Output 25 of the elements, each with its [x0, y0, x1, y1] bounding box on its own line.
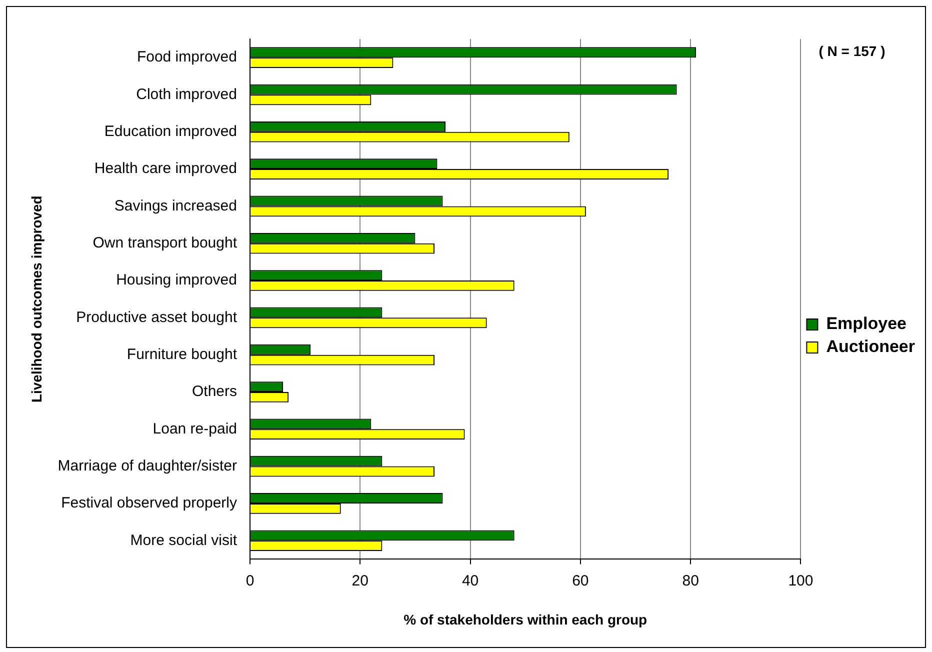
y-tick-label: Festival observed properly: [61, 494, 238, 512]
y-tick-label: Marriage of daughter/sister: [58, 457, 237, 474]
x-tick-label: 40: [462, 572, 479, 590]
y-tick-label: Others: [192, 383, 237, 400]
y-tick-label: Cloth improved: [136, 86, 237, 103]
y-tick-label: Housing improved: [116, 272, 237, 289]
y-tick-label: Own transport bought: [92, 234, 238, 252]
legend-label: Auctioneer: [826, 337, 916, 356]
x-axis-title: % of stakeholders within each group: [404, 611, 648, 628]
x-tick-label: 20: [352, 572, 368, 590]
y-axis-title: Livelihood outcomes improved: [28, 196, 44, 403]
y-tick-label: Savings increased: [114, 197, 237, 214]
y-tick-label: Productive asset bought: [76, 308, 238, 326]
y-tick-label: Education improved: [104, 123, 237, 140]
legend-label: Employee: [826, 314, 907, 334]
x-tick-label: 60: [572, 572, 589, 590]
y-tick-label: Health care improved: [94, 160, 237, 178]
y-tick-label: Furniture bought: [126, 346, 238, 363]
x-tick-label: 80: [682, 572, 699, 590]
text: ( N = 157 ): [818, 42, 886, 59]
y-tick-label: Loan re-paid: [152, 420, 237, 438]
x-tick-label: 0: [246, 572, 254, 590]
y-tick-label: More social visit: [130, 532, 238, 549]
y-tick-label: Food improved: [136, 48, 237, 66]
x-tick-label: 100: [788, 572, 814, 590]
